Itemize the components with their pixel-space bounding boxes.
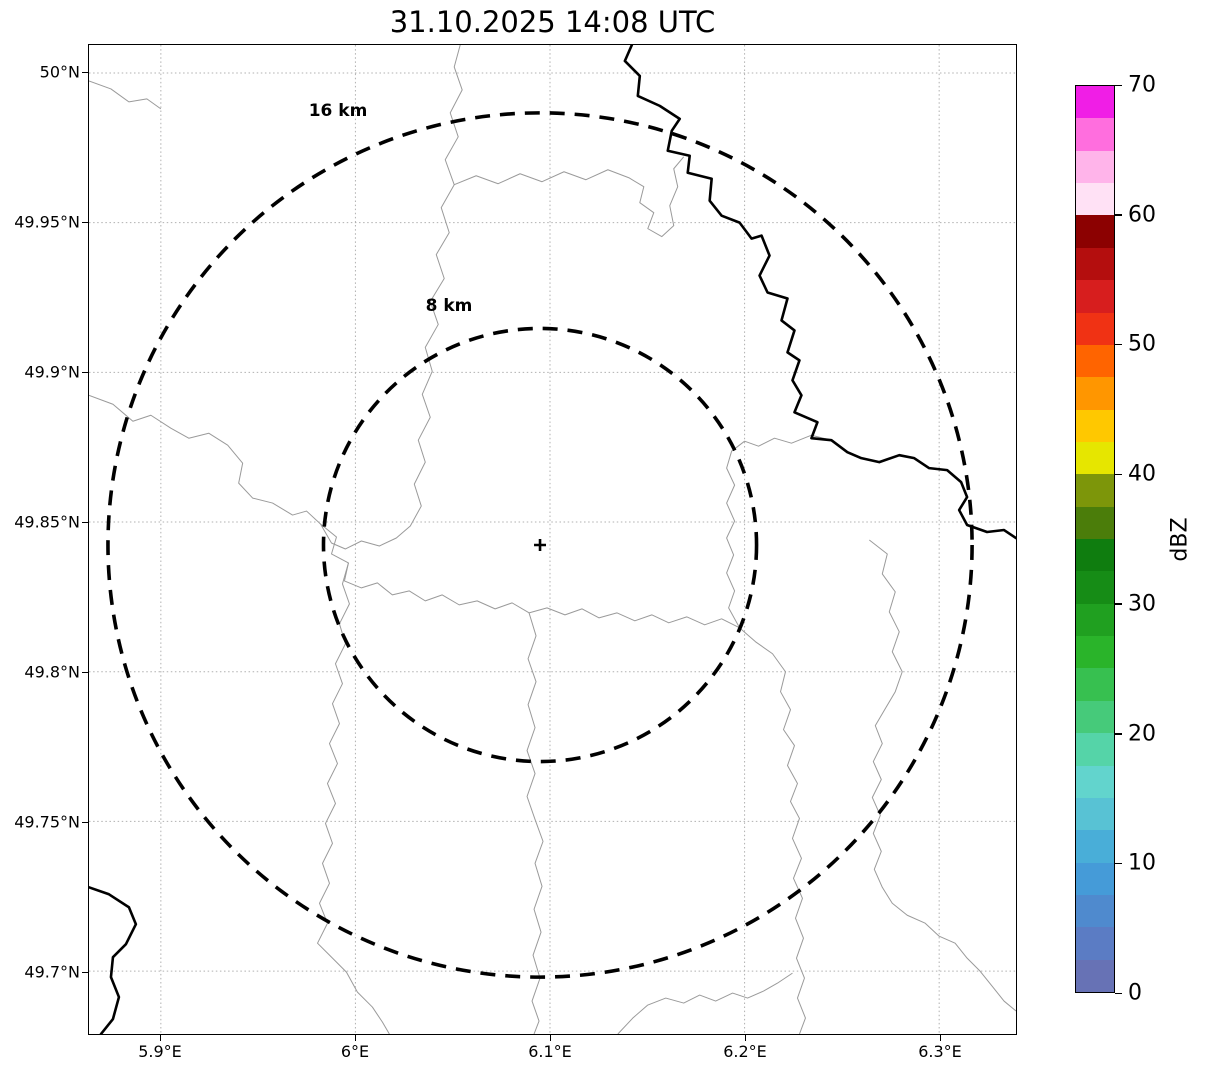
admin-border-line	[317, 562, 390, 1034]
colorbar-segment	[1076, 733, 1114, 766]
x-tick-label: 6.3°E	[918, 1042, 962, 1061]
range-ring-label-16km: 16 km	[308, 101, 368, 121]
radar-center-marker	[534, 539, 547, 551]
river-line	[89, 885, 138, 1034]
y-tick-mark	[82, 71, 88, 73]
colorbar-tick-label: 70	[1128, 72, 1156, 98]
admin-border-line	[89, 394, 321, 525]
colorbar-tick-label: 30	[1128, 591, 1156, 617]
admin-border-line	[89, 80, 162, 110]
colorbar-segment	[1076, 247, 1114, 281]
y-tick-label: 49.85°N	[14, 512, 80, 532]
colorbar-segment	[1076, 441, 1114, 475]
colorbar-tick-label: 40	[1128, 461, 1156, 487]
x-tick-mark	[939, 1035, 941, 1041]
colorbar-axis-label: dBZ	[1167, 516, 1193, 562]
colorbar-segment	[1076, 86, 1114, 119]
colorbar-segment	[1076, 603, 1114, 637]
colorbar-gradient	[1076, 86, 1114, 993]
x-tick-label: 5.9°E	[138, 1042, 182, 1061]
y-tick-label: 49.9°N	[24, 362, 80, 382]
admin-border-line	[726, 434, 832, 629]
colorbar-tick-mark	[1115, 343, 1122, 346]
colorbar-segment	[1076, 894, 1114, 928]
colorbar-tick-label: 0	[1128, 980, 1142, 1006]
admin-border-line	[739, 627, 806, 1034]
colorbar-label-wrap: dBZ	[1158, 85, 1202, 993]
admin-border-line	[454, 156, 685, 238]
colorbar-tick-mark	[1115, 603, 1122, 605]
colorbar-segment	[1076, 506, 1114, 540]
x-tick-mark	[744, 1035, 746, 1041]
y-tick-label: 50°N	[39, 62, 80, 82]
admin-border-line	[617, 972, 793, 1034]
x-tick-label: 6.1°E	[528, 1042, 572, 1061]
figure-title: 31.10.2025 14:08 UTC	[389, 5, 716, 39]
map-canvas	[89, 45, 1016, 1034]
colorbar-segment	[1076, 636, 1114, 669]
range-ring	[321, 326, 759, 764]
colorbar-segment	[1076, 797, 1114, 831]
y-tick-label: 49.75°N	[14, 812, 80, 832]
y-tick-mark	[82, 371, 88, 373]
colorbar-segment	[1076, 118, 1114, 151]
river-line	[623, 45, 1016, 540]
colorbar-segment	[1076, 862, 1114, 895]
colorbar-tick-mark	[1115, 84, 1122, 86]
range-ring	[106, 111, 974, 979]
colorbar-tick-mark	[1115, 733, 1122, 735]
colorbar-tick-mark	[1115, 992, 1122, 994]
x-tick-mark	[159, 1035, 161, 1041]
y-tick-label: 49.95°N	[14, 212, 80, 232]
range-ring-label-8km: 8 km	[425, 296, 473, 316]
colorbar-tick-mark	[1115, 862, 1122, 865]
colorbar-segment	[1076, 959, 1114, 993]
x-tick-mark	[354, 1035, 356, 1041]
colorbar-segment	[1076, 409, 1114, 442]
colorbar-segment	[1076, 312, 1114, 345]
colorbar-segment	[1076, 183, 1114, 216]
y-tick-mark	[82, 521, 88, 523]
colorbar-segment	[1076, 700, 1114, 734]
x-tick-label: 6.2°E	[723, 1042, 767, 1061]
admin-border-line	[869, 539, 1016, 1012]
colorbar-tick-label: 10	[1128, 850, 1156, 876]
colorbar-segment	[1076, 150, 1114, 184]
y-tick-mark	[82, 221, 88, 223]
colorbar-segment	[1076, 215, 1114, 248]
colorbar-tick-label: 50	[1128, 331, 1156, 357]
map-plot-area: 8 km 16 km	[88, 44, 1017, 1035]
colorbar-segment	[1076, 377, 1114, 410]
y-tick-label: 49.7°N	[24, 962, 80, 982]
colorbar-tick-label: 60	[1128, 202, 1156, 228]
colorbar-segment	[1076, 280, 1114, 313]
y-tick-mark	[82, 971, 88, 973]
admin-border-line	[526, 612, 544, 1034]
colorbar-tick-mark	[1115, 473, 1122, 476]
colorbar-segment	[1076, 474, 1114, 507]
colorbar-segment	[1076, 539, 1114, 572]
colorbar-segment	[1076, 765, 1114, 798]
colorbar	[1075, 85, 1115, 993]
colorbar-segment	[1076, 830, 1114, 863]
colorbar-segment	[1076, 668, 1114, 701]
y-tick-label: 49.8°N	[24, 662, 80, 682]
colorbar-segment	[1076, 571, 1114, 604]
y-tick-mark	[82, 821, 88, 823]
colorbar-segment	[1076, 927, 1114, 960]
colorbar-tick-mark	[1115, 214, 1122, 216]
x-tick-mark	[549, 1035, 551, 1041]
colorbar-tick-label: 20	[1128, 721, 1156, 747]
y-tick-mark	[82, 671, 88, 673]
admin-border-line	[320, 523, 740, 629]
x-tick-label: 6°E	[340, 1042, 370, 1061]
colorbar-segment	[1076, 344, 1114, 378]
